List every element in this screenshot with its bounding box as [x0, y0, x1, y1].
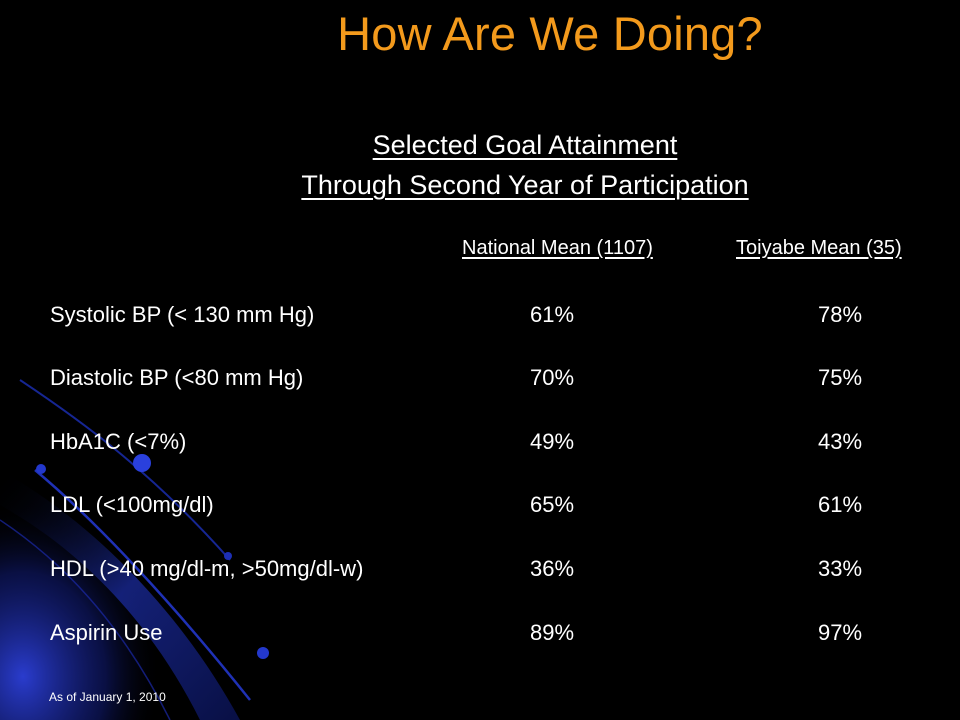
toiyabe-value: 97% [818, 620, 863, 645]
blue-swoosh-band [0, 470, 240, 720]
decor-dot-1 [36, 464, 46, 474]
swoosh-line-3 [0, 519, 171, 720]
national-value: 70% [530, 365, 575, 390]
row-label: Aspirin Use [50, 620, 163, 645]
row-label: HDL (>40 mg/dl-m, >50mg/dl-w) [50, 556, 364, 581]
toiyabe-value: 75% [818, 365, 863, 390]
slide-title: How Are We Doing? [337, 7, 763, 60]
swoosh-line-2 [34, 469, 251, 701]
footnote-date: As of January 1, 2010 [49, 690, 166, 704]
column-header-toiyabe: Toiyabe Mean (35) [736, 237, 902, 259]
national-value: 89% [530, 620, 575, 645]
row-label: HbA1C (<7%) [50, 429, 187, 454]
national-value: 61% [530, 302, 575, 327]
decor-dot-3 [257, 647, 269, 659]
national-value: 36% [530, 556, 575, 581]
subtitle-line-1: Selected Goal Attainment [372, 130, 678, 160]
row-label: LDL (<100mg/dl) [50, 492, 214, 517]
national-value: 49% [530, 429, 575, 454]
national-value: 65% [530, 492, 575, 517]
subtitle-line-2: Through Second Year of Participation [301, 170, 749, 200]
toiyabe-value: 33% [818, 556, 863, 581]
column-header-national: National Mean (1107) [462, 237, 653, 259]
row-label: Systolic BP (< 130 mm Hg) [50, 302, 315, 327]
swoosh-line-1 [19, 379, 231, 561]
toiyabe-value: 61% [818, 492, 863, 517]
toiyabe-value: 78% [818, 302, 863, 327]
decor-dot-4 [224, 552, 232, 560]
row-label: Diastolic BP (<80 mm Hg) [50, 365, 304, 390]
toiyabe-value: 43% [818, 429, 863, 454]
decor-dot-2 [133, 454, 151, 472]
